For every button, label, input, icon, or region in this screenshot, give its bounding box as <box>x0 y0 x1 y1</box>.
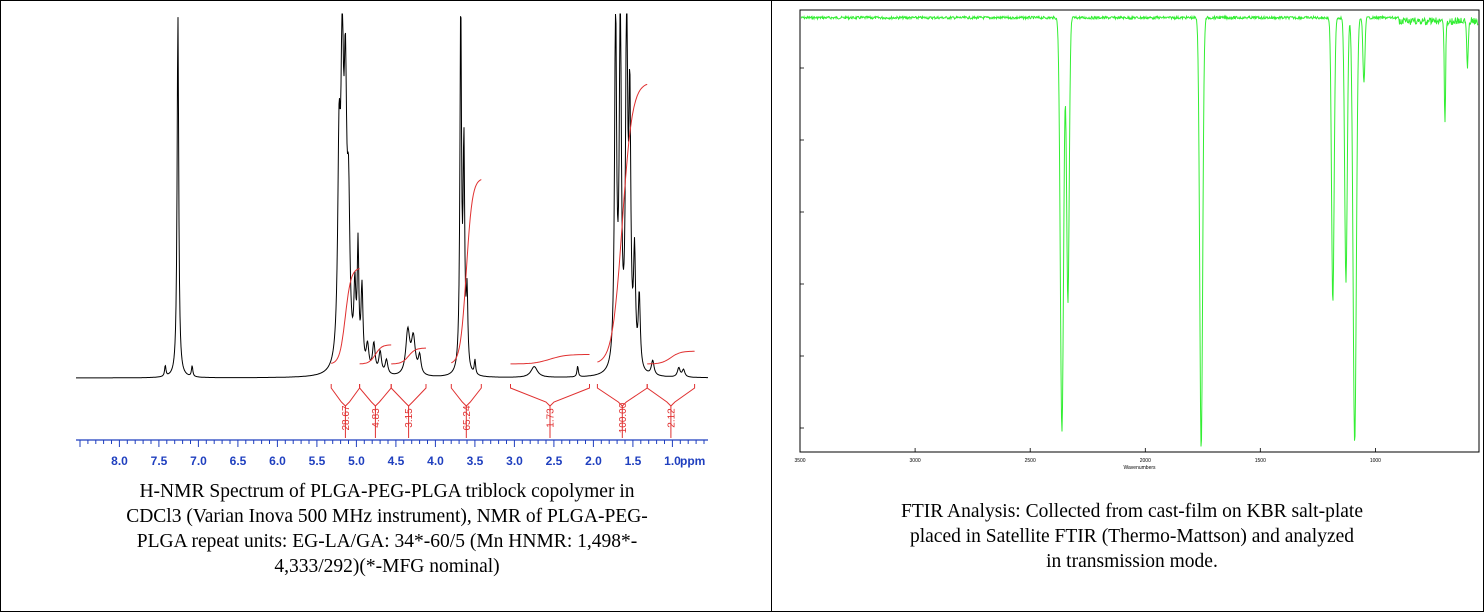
integral-bracket <box>510 384 590 407</box>
ftir-x-tick-label: 1000 <box>1370 458 1381 464</box>
integral-curve <box>391 347 426 365</box>
nmr-caption-line: H-NMR Spectrum of PLGA-PEG-PLGA triblock… <box>139 481 635 502</box>
integral-label: 65.24 <box>462 405 473 430</box>
ftir-x-tick-label: 1500 <box>1255 458 1266 464</box>
nmr-x-tick-label: 3.0 <box>506 454 523 468</box>
ftir-caption-line: placed in Satellite FTIR (Thermo-Mattson… <box>909 526 1355 547</box>
nmr-x-tick-label: 4.0 <box>427 454 444 468</box>
nmr-x-tick-label: 2.5 <box>546 454 563 468</box>
integral-bracket <box>450 384 482 407</box>
ftir-caption-line: in transmission mode. <box>1046 551 1218 572</box>
nmr-x-tick-label: 3.5 <box>467 454 484 468</box>
nmr-spectrum-line <box>76 13 708 379</box>
ftir-spectrum-line <box>800 14 1479 447</box>
nmr-x-tick-label: 2.0 <box>585 454 602 468</box>
column-divider <box>771 0 772 612</box>
nmr-x-tick-label: 5.5 <box>309 454 326 468</box>
ftir-panel: 3500 3000 2500 2000 1500 1000 Wavenumbers FTIR… <box>772 0 1484 612</box>
nmr-caption-line: 4,333/292)(*-MFG nominal) <box>274 556 500 577</box>
nmr-x-tick-label: 1.0 <box>664 454 681 468</box>
nmr-caption: H-NMR Spectrum of PLGA-PEG-PLGA triblock… <box>48 479 726 579</box>
nmr-x-axis-label: ppm <box>680 454 705 468</box>
ftir-caption: FTIR Analysis: Collected from cast-film … <box>792 499 1472 574</box>
nmr-panel: 28.67 4.83 3.15 65.24 1.73 100.00 2.12 8.0 7.5 7.… <box>48 13 726 579</box>
nmr-x-tick-label: 8.0 <box>111 454 128 468</box>
nmr-spectrum-chart: 28.67 4.83 3.15 65.24 1.73 100.00 2.12 8.0 7.5 7.… <box>76 13 708 468</box>
integral-label: 4.83 <box>371 408 382 428</box>
nmr-x-tick-label: 5.0 <box>348 454 365 468</box>
integral-label: 2.12 <box>666 408 677 428</box>
nmr-x-tick-label: 4.5 <box>388 454 405 468</box>
ftir-caption-line: FTIR Analysis: Collected from cast-film … <box>901 501 1363 522</box>
integral-label: 3.15 <box>404 408 415 428</box>
nmr-x-tick-label: 6.0 <box>269 454 286 468</box>
integral-label: 100.00 <box>618 402 629 433</box>
ftir-spectrum-chart: 3500 3000 2500 2000 1500 1000 Wavenumbers <box>794 9 1480 471</box>
integral-label: 1.73 <box>546 408 557 428</box>
ftir-x-tick-label: 3000 <box>910 458 921 464</box>
integral-bracket <box>646 384 696 407</box>
integral-curve <box>510 354 590 365</box>
nmr-x-tick-label: 7.5 <box>151 454 168 468</box>
integral-bracket <box>390 384 427 407</box>
integral-label: 28.67 <box>341 405 352 430</box>
ftir-x-tick-label: 2000 <box>1140 458 1151 464</box>
nmr-caption-line: PLGA repeat units: EG-LA/GA: 34*-60/5 (M… <box>136 531 638 552</box>
ftir-x-tick-label: 3500 <box>794 458 805 464</box>
integral-curve <box>597 83 648 363</box>
integral-curve <box>331 268 360 364</box>
integral-bracket <box>596 384 648 407</box>
integral-curve <box>647 350 695 365</box>
nmr-x-tick-label: 7.0 <box>190 454 207 468</box>
integral-bracket <box>330 384 361 407</box>
integral-bracket <box>359 384 392 407</box>
nmr-caption-line: CDCl3 (Varian Inova 500 MHz instrument),… <box>126 506 648 527</box>
ftir-x-tick-label: 2500 <box>1025 458 1036 464</box>
ftir-plot-frame <box>799 9 1480 453</box>
ftir-x-axis-label: Wavenumbers <box>1123 465 1156 471</box>
integral-curve <box>451 179 482 364</box>
nmr-x-tick-label: 6.5 <box>230 454 247 468</box>
nmr-x-tick-label: 1.5 <box>625 454 642 468</box>
integral-curve <box>359 344 392 365</box>
